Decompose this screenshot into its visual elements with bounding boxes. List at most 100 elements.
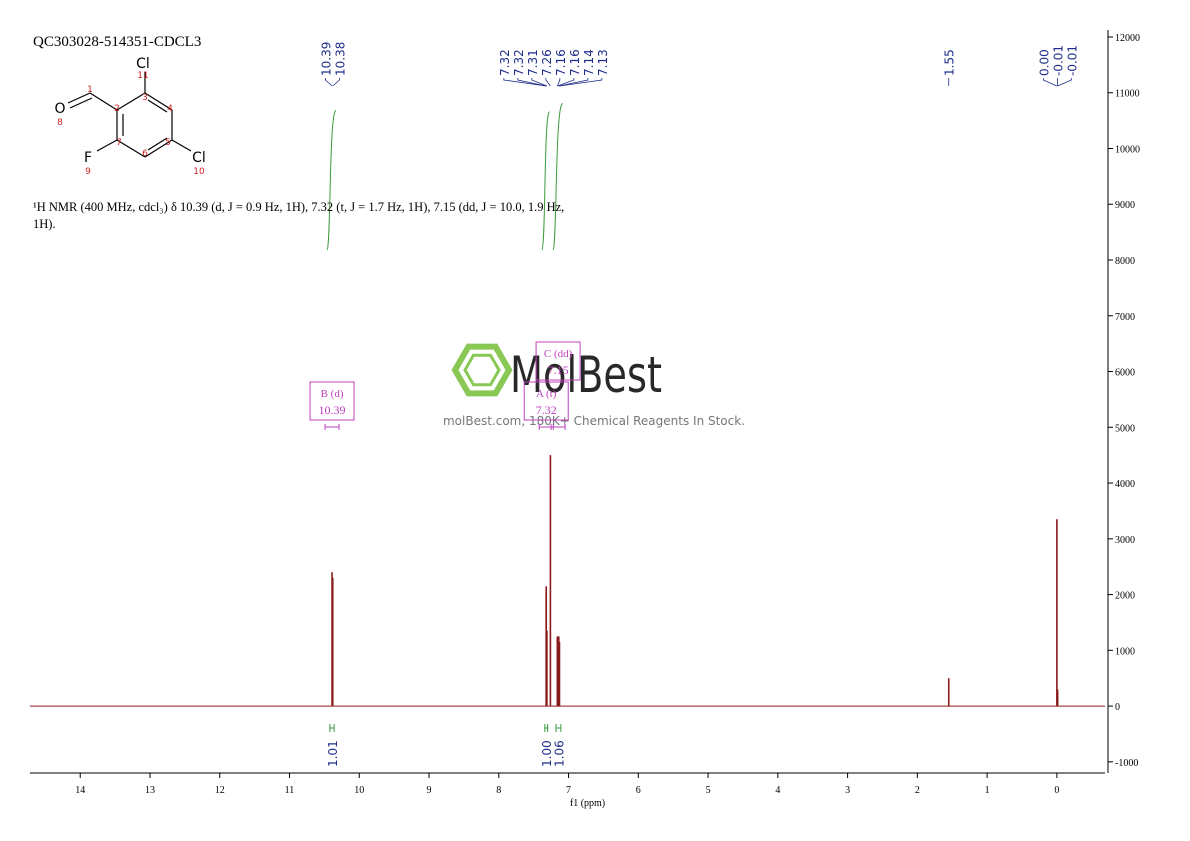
peak-leader — [558, 78, 589, 87]
peak-leader — [557, 78, 575, 87]
multiplet-shift: 10.39 — [319, 403, 346, 417]
integral-label: 1.00 — [540, 740, 554, 767]
bond — [147, 99, 168, 113]
y-tick-label: 8000 — [1115, 256, 1135, 267]
peak-leader — [531, 78, 548, 87]
peak-label: 10.38 — [333, 42, 347, 76]
x-tick-label: 0 — [1054, 785, 1059, 796]
peak-label: 0.00 — [1037, 49, 1051, 76]
multiplet-label: C (dd) — [544, 348, 573, 360]
atom-number: 9 — [85, 167, 91, 177]
bond — [67, 92, 91, 104]
bond — [96, 139, 118, 152]
peak-label: -0.01 — [1065, 45, 1079, 76]
bond — [171, 139, 192, 152]
atom-number: 11 — [137, 71, 148, 81]
carbon-number: 1 — [87, 85, 93, 95]
bond — [116, 139, 146, 158]
integral-label: 1.06 — [552, 740, 566, 767]
y-tick-label: 11000 — [1115, 89, 1140, 100]
bond — [144, 92, 173, 111]
peak-label: -0.01 — [1051, 45, 1065, 76]
peak-leader — [325, 78, 333, 87]
y-tick-label: 3000 — [1115, 535, 1135, 546]
integral-curve — [552, 103, 564, 251]
peak-label: 7.31 — [526, 49, 540, 76]
y-tick-label: 0 — [1115, 702, 1120, 713]
x-tick-label: 1 — [985, 785, 990, 796]
peak-label: 7.16 — [554, 49, 568, 76]
watermark-brand: MolBest — [510, 346, 662, 404]
y-tick-label: 4000 — [1115, 479, 1135, 490]
multiplet-label: A (t) — [536, 388, 557, 400]
peak-leader — [517, 78, 547, 87]
bond — [144, 139, 173, 158]
peak-label: 7.26 — [540, 49, 554, 76]
peak-leader — [545, 78, 551, 87]
y-tick-label: 2000 — [1115, 591, 1135, 602]
y-tick-label: -1000 — [1115, 758, 1138, 769]
nmr-description: ¹H NMR (400 MHz, cdcl₃) δ 10.39 (d, J = … — [33, 200, 565, 231]
x-tick-label: 4 — [775, 785, 780, 796]
x-tick-label: 14 — [75, 785, 85, 796]
carbon-number: 2 — [114, 104, 120, 114]
y-tick-label: 10000 — [1115, 144, 1140, 155]
multiplet-range — [550, 424, 566, 430]
watermark-tagline: molBest.com, 180K+ Chemical Reagents In … — [443, 414, 745, 428]
peak-leader — [503, 78, 547, 87]
integral-curve — [326, 110, 337, 251]
peak-leader — [557, 78, 561, 87]
integral-bracket — [555, 724, 562, 732]
integral-label: 1.01 — [326, 740, 340, 767]
bond — [89, 92, 118, 111]
atom-label: O — [54, 101, 65, 117]
atom-number: 10 — [193, 167, 205, 177]
carbon-number: 4 — [167, 104, 173, 114]
logo-hexagon — [451, 343, 513, 397]
atom-label: F — [84, 150, 92, 166]
peak-leader — [559, 78, 603, 87]
atom-label: Cl — [192, 150, 206, 166]
integral-bracket — [329, 724, 335, 732]
x-tick-label: 10 — [354, 785, 364, 796]
carbon-number: 7 — [116, 138, 122, 148]
peak-label: 7.32 — [498, 49, 512, 76]
carbon-number: 5 — [165, 138, 171, 148]
y-tick-label: 7000 — [1115, 312, 1135, 323]
x-tick-label: 9 — [427, 785, 432, 796]
peak-label: 10.39 — [319, 42, 333, 76]
peak-label: 7.13 — [596, 49, 610, 76]
integral-curve — [541, 111, 551, 251]
logo-hexagon-inner — [463, 353, 501, 387]
x-tick-label: 12 — [215, 785, 225, 796]
multiplet-label: B (d) — [321, 388, 344, 400]
peak-label: 7.32 — [512, 49, 526, 76]
atom-label: Cl — [136, 56, 150, 72]
peak-leader — [1057, 78, 1072, 87]
x-tick-label: 2 — [915, 785, 920, 796]
carbon-number: 6 — [142, 149, 148, 159]
peak-leader — [332, 78, 340, 87]
bond — [116, 92, 146, 111]
x-tick-label: 5 — [706, 785, 711, 796]
x-tick-label: 8 — [496, 785, 501, 796]
y-tick-label: 9000 — [1115, 200, 1135, 211]
bond — [147, 137, 168, 151]
bond — [69, 97, 93, 109]
x-tick-label: 7 — [566, 785, 571, 796]
x-axis-label: f1 (ppm) — [570, 798, 605, 809]
integral-bracket — [544, 724, 549, 732]
multiplet-shift: 7.32 — [536, 403, 557, 417]
x-tick-label: 6 — [636, 785, 641, 796]
y-tick-label: 6000 — [1115, 368, 1135, 379]
peak-label: 1.55 — [943, 49, 957, 76]
structure — [67, 72, 192, 158]
x-tick-label: 3 — [845, 785, 850, 796]
x-tick-label: 11 — [285, 785, 295, 796]
peak-label: 7.16 — [568, 49, 582, 76]
carbon-number: 3 — [142, 93, 148, 103]
y-tick-label: 5000 — [1115, 423, 1135, 434]
peak-label: 7.14 — [582, 49, 596, 76]
